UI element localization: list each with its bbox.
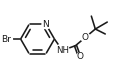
Text: NH: NH (56, 46, 69, 55)
Text: O: O (82, 33, 89, 42)
Text: Br: Br (1, 34, 11, 44)
Text: N: N (43, 20, 49, 29)
Text: O: O (76, 52, 83, 61)
